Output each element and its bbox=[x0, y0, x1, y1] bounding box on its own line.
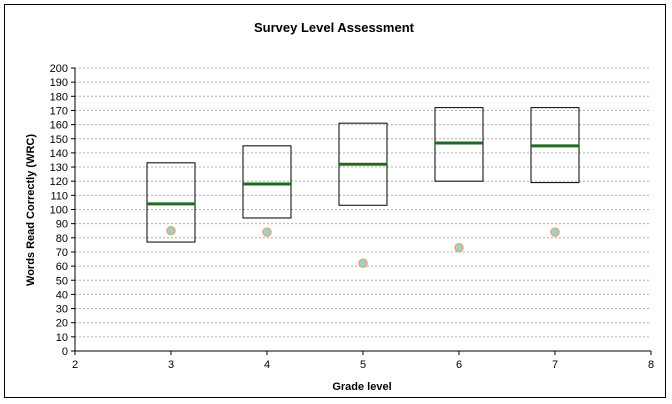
x-tick-label: 4 bbox=[264, 359, 270, 371]
y-tick-label: 50 bbox=[56, 275, 68, 287]
y-tick-label: 180 bbox=[50, 91, 68, 103]
x-axis-label: Grade level bbox=[332, 381, 391, 393]
x-tick-label: 8 bbox=[648, 359, 654, 371]
y-tick-label: 100 bbox=[50, 205, 68, 217]
y-tick-label: 120 bbox=[50, 176, 68, 188]
axes-layer: 0 10 20 30 40 50 60 70 80 90 100 110 120 130 140 150 160… bbox=[50, 63, 654, 371]
y-tick-label: 200 bbox=[50, 63, 68, 75]
y-tick-label: 190 bbox=[50, 77, 68, 89]
chart-title: Survey Level Assessment bbox=[254, 20, 415, 35]
y-tick-label: 140 bbox=[50, 148, 68, 160]
score-point bbox=[454, 242, 464, 253]
score-point bbox=[358, 258, 368, 269]
y-tick-label: 10 bbox=[56, 332, 68, 344]
range-box bbox=[242, 145, 292, 219]
y-axis-label: Words Read Correctly (WRC) bbox=[25, 134, 37, 286]
y-tick-label: 80 bbox=[56, 233, 68, 245]
y-tick-label: 110 bbox=[50, 190, 68, 202]
y-tick-label: 90 bbox=[56, 219, 68, 231]
score-point bbox=[262, 227, 272, 237]
score-point bbox=[166, 225, 176, 236]
y-tick-label: 60 bbox=[56, 261, 68, 273]
y-tick-label: 20 bbox=[56, 318, 68, 330]
y-tick-label: 130 bbox=[50, 162, 68, 174]
y-tick-label: 170 bbox=[50, 105, 68, 117]
x-tick-label: 2 bbox=[72, 359, 78, 371]
x-tick-label: 3 bbox=[168, 359, 174, 371]
score-point bbox=[550, 227, 560, 237]
x-tick-label: 5 bbox=[360, 359, 366, 371]
y-tick-label: 70 bbox=[56, 247, 68, 259]
grid-layer bbox=[75, 67, 651, 338]
y-tick-label: 40 bbox=[56, 289, 68, 301]
marks-layer bbox=[146, 107, 580, 269]
x-tick-label: 7 bbox=[552, 359, 558, 371]
y-tick-label: 150 bbox=[50, 134, 68, 146]
y-tick-label: 160 bbox=[50, 120, 68, 132]
y-tick-label: 30 bbox=[56, 304, 68, 316]
chart-frame bbox=[4, 4, 666, 398]
y-tick-label: 0 bbox=[62, 346, 68, 358]
x-tick-label: 6 bbox=[456, 359, 462, 371]
